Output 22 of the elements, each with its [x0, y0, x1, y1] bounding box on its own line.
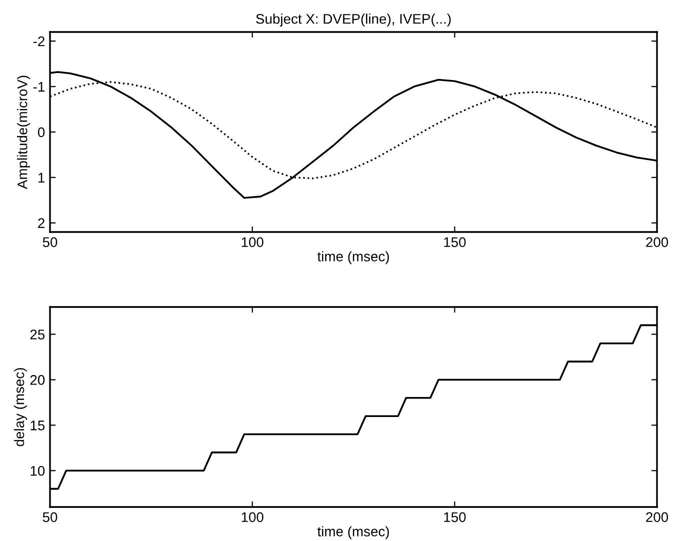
- x-tick-label: 150: [444, 237, 466, 248]
- x-tick-label: 50: [42, 237, 58, 248]
- x-tick-label: 100: [242, 237, 264, 248]
- y-tick-label: -1: [33, 82, 44, 92]
- chart-title: Subject X: DVEP(line), IVEP(...): [256, 14, 451, 27]
- x-tick-label: 150: [444, 512, 466, 522]
- y-tick-label: 2: [38, 218, 44, 228]
- x-tick-label: 200: [646, 512, 668, 522]
- x-tick-label: 100: [242, 512, 264, 522]
- y-tick-label: 0: [38, 127, 45, 138]
- y-tick-label: 1: [38, 172, 44, 182]
- x-axis-title: time (msec): [317, 526, 389, 540]
- y-tick-label: -2: [33, 36, 44, 46]
- y-axis-title: Amplitude(microV): [17, 76, 30, 190]
- x-tick-label: 50: [42, 512, 58, 522]
- y-tick-label: 20: [30, 375, 45, 385]
- x-tick-label: 200: [646, 237, 668, 248]
- x-axis-title: time (msec): [317, 251, 389, 264]
- y-tick-label: 10: [30, 466, 45, 476]
- y-tick-label: 25: [30, 330, 45, 340]
- y-axis-title: delay (msec): [14, 368, 27, 446]
- y-tick-label: 15: [30, 420, 45, 430]
